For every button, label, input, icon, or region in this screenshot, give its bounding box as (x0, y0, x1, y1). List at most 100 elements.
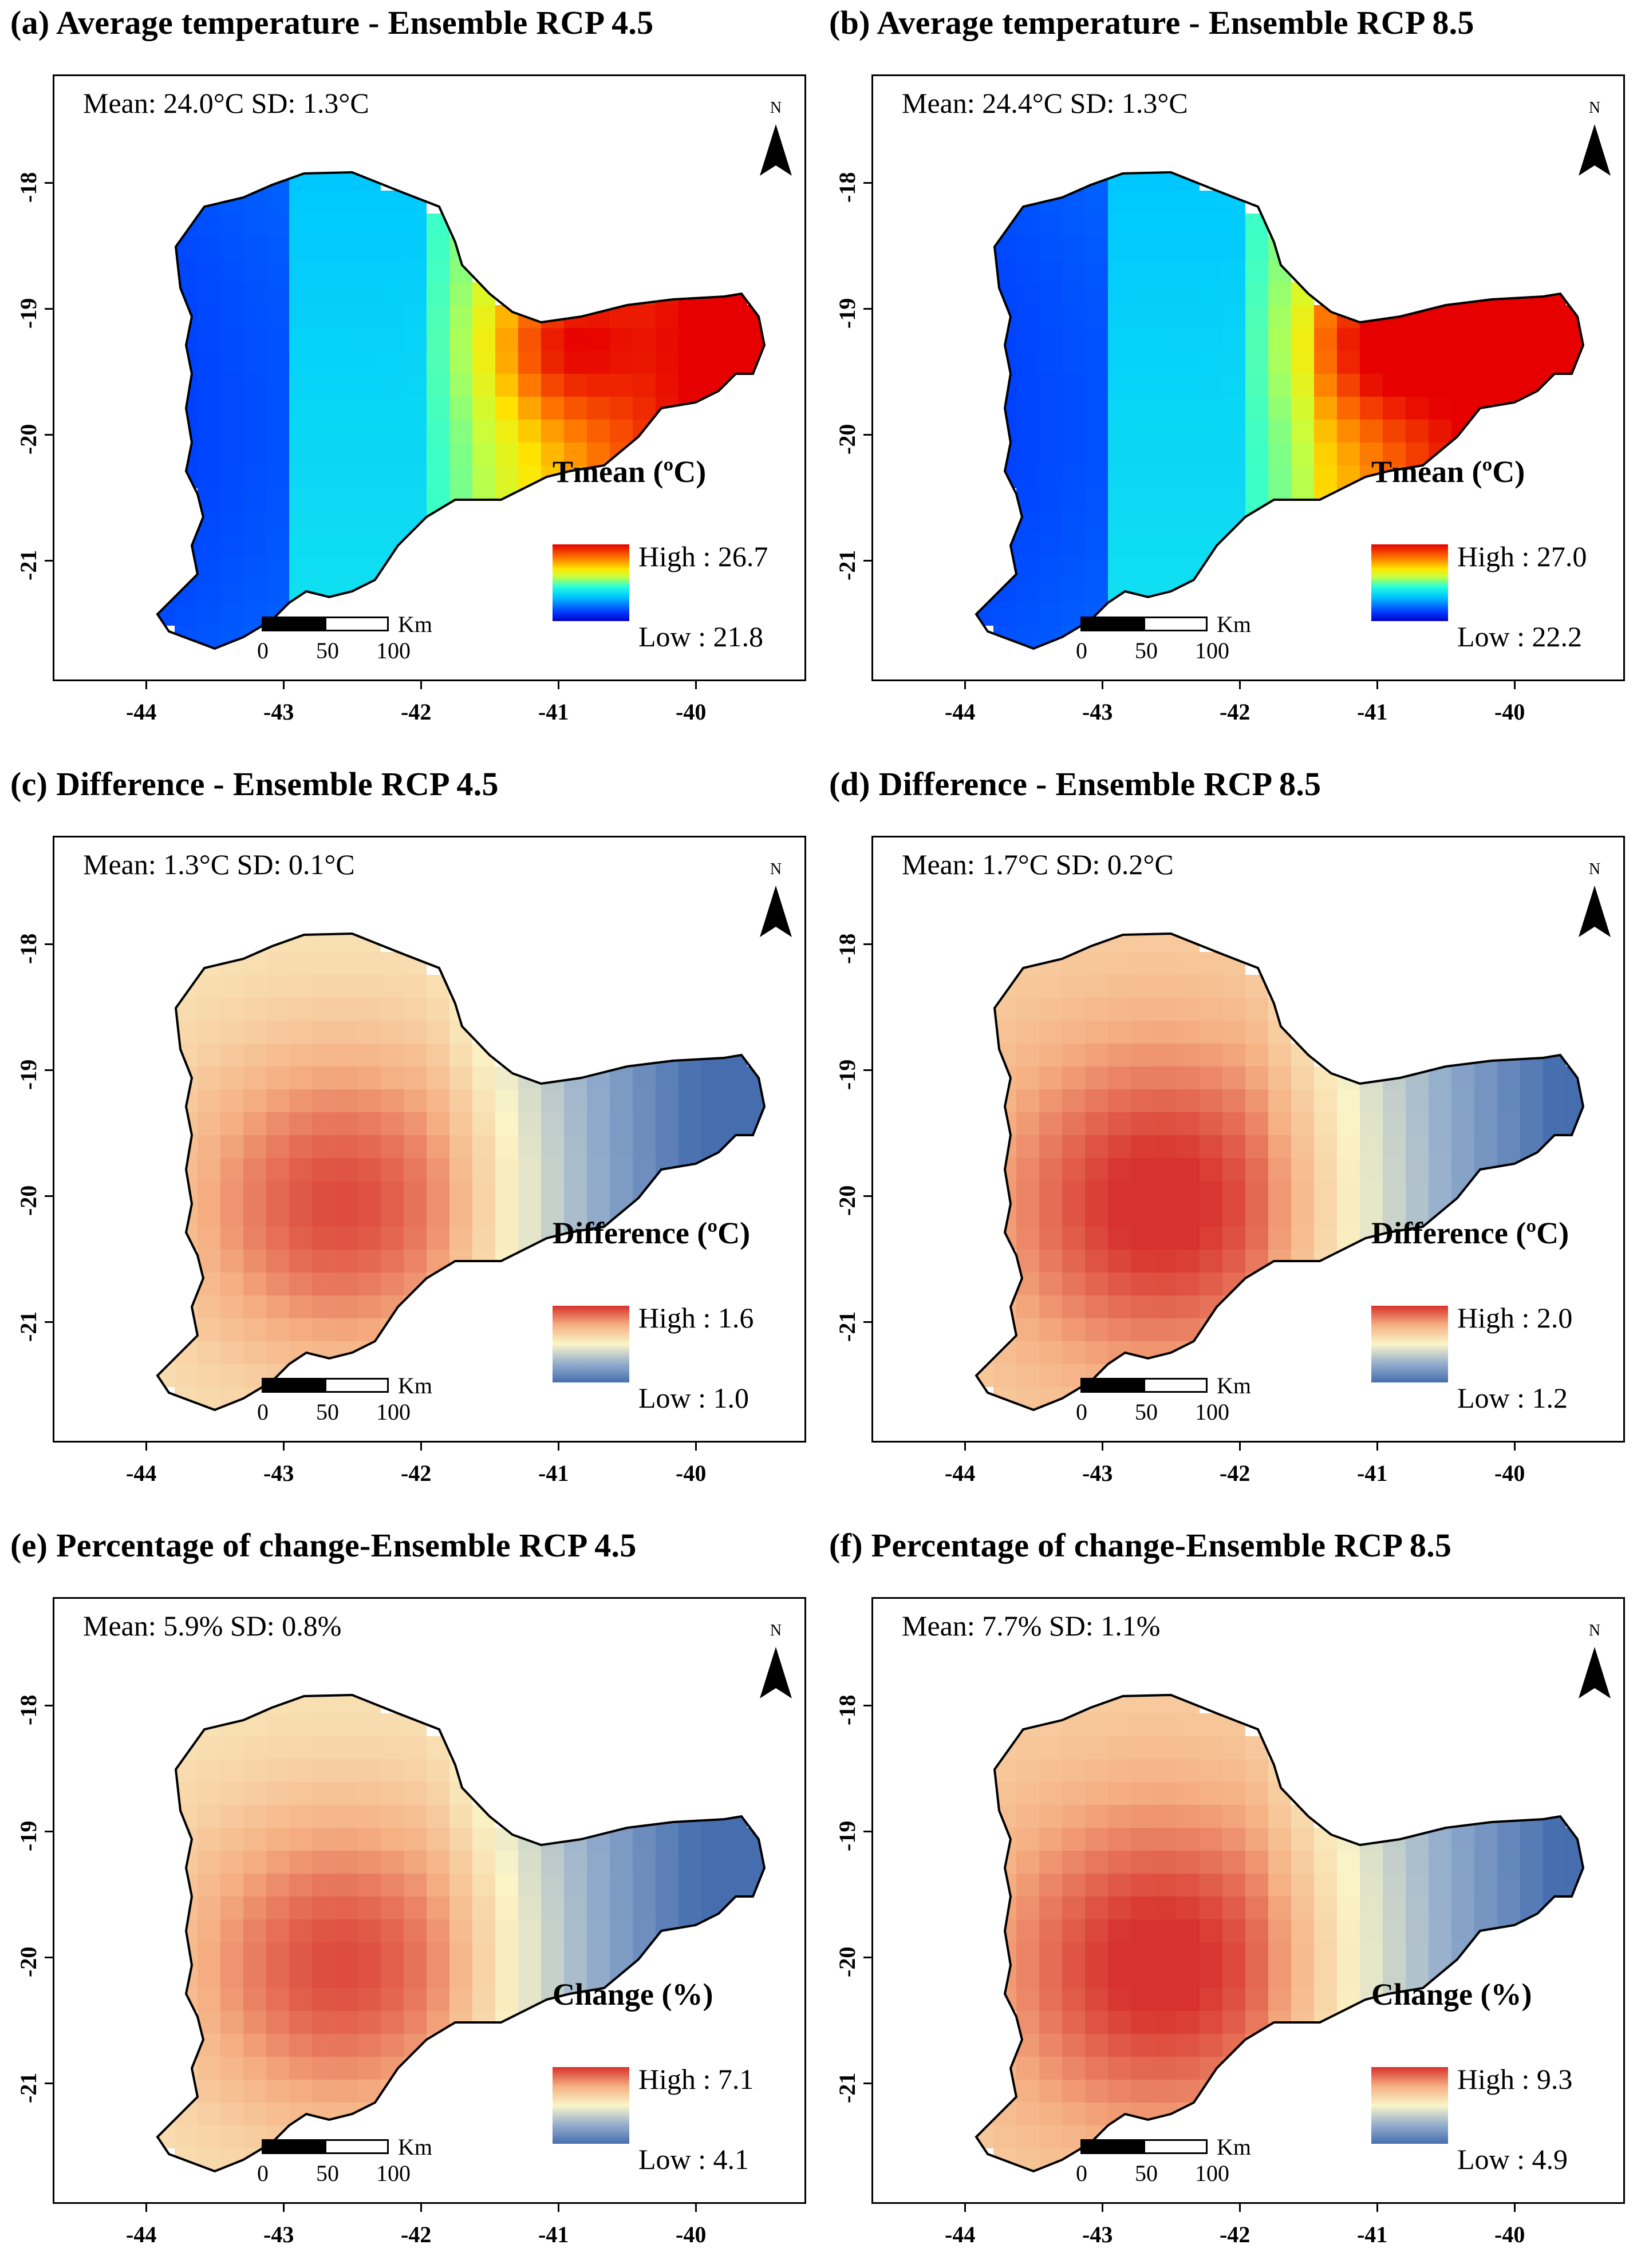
raster-cell (1016, 1204, 1039, 1227)
raster-cell (678, 1874, 701, 1896)
raster-cell (1085, 236, 1108, 259)
raster-cell (1406, 1066, 1429, 1089)
raster-cell (1131, 1805, 1154, 1828)
raster-cell (1429, 1851, 1451, 1874)
raster-cell (1314, 1851, 1337, 1874)
raster-cell (243, 998, 266, 1021)
scale-tick-label: 50 (1135, 638, 1158, 663)
y-tick (863, 1831, 871, 1832)
raster-cell (993, 374, 1016, 397)
raster-cell (312, 351, 335, 374)
raster-cell (1291, 282, 1314, 305)
x-tick-label: -42 (1220, 699, 1250, 725)
raster-cell (198, 1318, 220, 1341)
raster-cell (993, 1135, 1016, 1158)
raster-cell (1062, 2080, 1085, 2103)
raster-cell (198, 465, 220, 488)
raster-cell (1085, 2080, 1108, 2103)
raster-cell (1108, 1782, 1131, 1805)
raster-cell (701, 305, 724, 328)
raster-cell (1085, 534, 1108, 557)
raster-cell (724, 1112, 747, 1135)
raster-cell (1085, 1874, 1108, 1896)
basin-outline (156, 1693, 766, 2173)
raster-cell (266, 191, 289, 214)
raster-cell (993, 1896, 1016, 1919)
raster-cell (1131, 488, 1154, 511)
raster-cell (1451, 351, 1474, 374)
raster-cell (633, 1851, 656, 1874)
raster-cell (1222, 305, 1245, 328)
raster-cell (1291, 397, 1314, 420)
raster-cell (289, 1089, 312, 1112)
x-tick-label: -40 (676, 1460, 707, 1486)
raster-cell (1039, 236, 1062, 259)
raster-cell (1039, 2057, 1062, 2080)
raster-cell (220, 420, 243, 442)
raster-cell (1062, 1066, 1085, 1089)
x-tick-label: -42 (1220, 1460, 1250, 1486)
raster-cell (1383, 1896, 1406, 1919)
raster-cell (1016, 1181, 1039, 1204)
raster-cell (1016, 1318, 1039, 1341)
raster-cell (1108, 1828, 1131, 1851)
basin-outline (975, 932, 1585, 1412)
raster-cell (198, 1044, 220, 1066)
raster-cell (1154, 2034, 1177, 2057)
raster-cell (1039, 328, 1062, 351)
raster-cell (1474, 305, 1497, 328)
north-arrow-icon (760, 1647, 792, 1698)
raster-cell (289, 534, 312, 557)
raster-cell (1154, 557, 1177, 580)
raster-cell (381, 2011, 404, 2034)
raster-cell (1222, 214, 1245, 236)
raster-cell (1039, 1942, 1062, 1965)
raster-cell (404, 351, 427, 374)
raster-cell (1131, 1112, 1154, 1135)
raster-cell (1177, 1713, 1200, 1736)
raster-cell (1543, 1066, 1566, 1089)
raster-cell (1337, 420, 1360, 442)
raster-cell (1177, 1736, 1200, 1759)
raster-cell (289, 1695, 312, 1713)
raster-cell (1108, 1250, 1131, 1273)
raster-cell (1016, 420, 1039, 442)
raster-cell (1200, 191, 1222, 214)
raster-cell (312, 1782, 335, 1805)
raster-cell (1406, 1828, 1429, 1851)
raster-cell (358, 1965, 381, 1988)
raster-cell (404, 1066, 427, 1089)
raster-cell (1497, 1896, 1520, 1919)
raster-cell (1062, 1318, 1085, 1341)
raster-cell (1039, 1919, 1062, 1942)
raster-cell (220, 1988, 243, 2011)
map-frame: Mean: 7.7% SD: 1.1% N Change (%) High : 9.3… (871, 1597, 1625, 2204)
raster-cell (1337, 1181, 1360, 1204)
raster-cell (1360, 351, 1383, 374)
raster-cell (1245, 282, 1268, 305)
raster-cell (335, 557, 358, 580)
raster-cell (335, 1828, 358, 1851)
raster-cell (312, 1851, 335, 1874)
scale-bar: Km 0 50 100 (257, 1373, 432, 1435)
raster-cell (1039, 465, 1062, 488)
raster-cell (1291, 1965, 1314, 1988)
raster-cell (993, 580, 1016, 603)
raster-cell (1245, 351, 1268, 374)
raster-cell (678, 374, 701, 397)
raster-cell (1268, 1135, 1291, 1158)
raster-cell (1429, 1089, 1451, 1112)
raster-cell (175, 1273, 198, 1295)
raster-cell (312, 1066, 335, 1089)
raster-cell (1154, 1044, 1177, 1066)
raster-cell (701, 1805, 724, 1828)
raster-cell (266, 488, 289, 511)
raster-cell (1016, 1759, 1039, 1782)
raster-cell (358, 1089, 381, 1112)
raster-cell (1474, 328, 1497, 351)
raster-cell (993, 1066, 1016, 1089)
raster-cell (610, 397, 633, 420)
raster-cell (472, 1988, 495, 2011)
raster-cell (449, 1227, 472, 1250)
raster-cell (335, 1158, 358, 1181)
